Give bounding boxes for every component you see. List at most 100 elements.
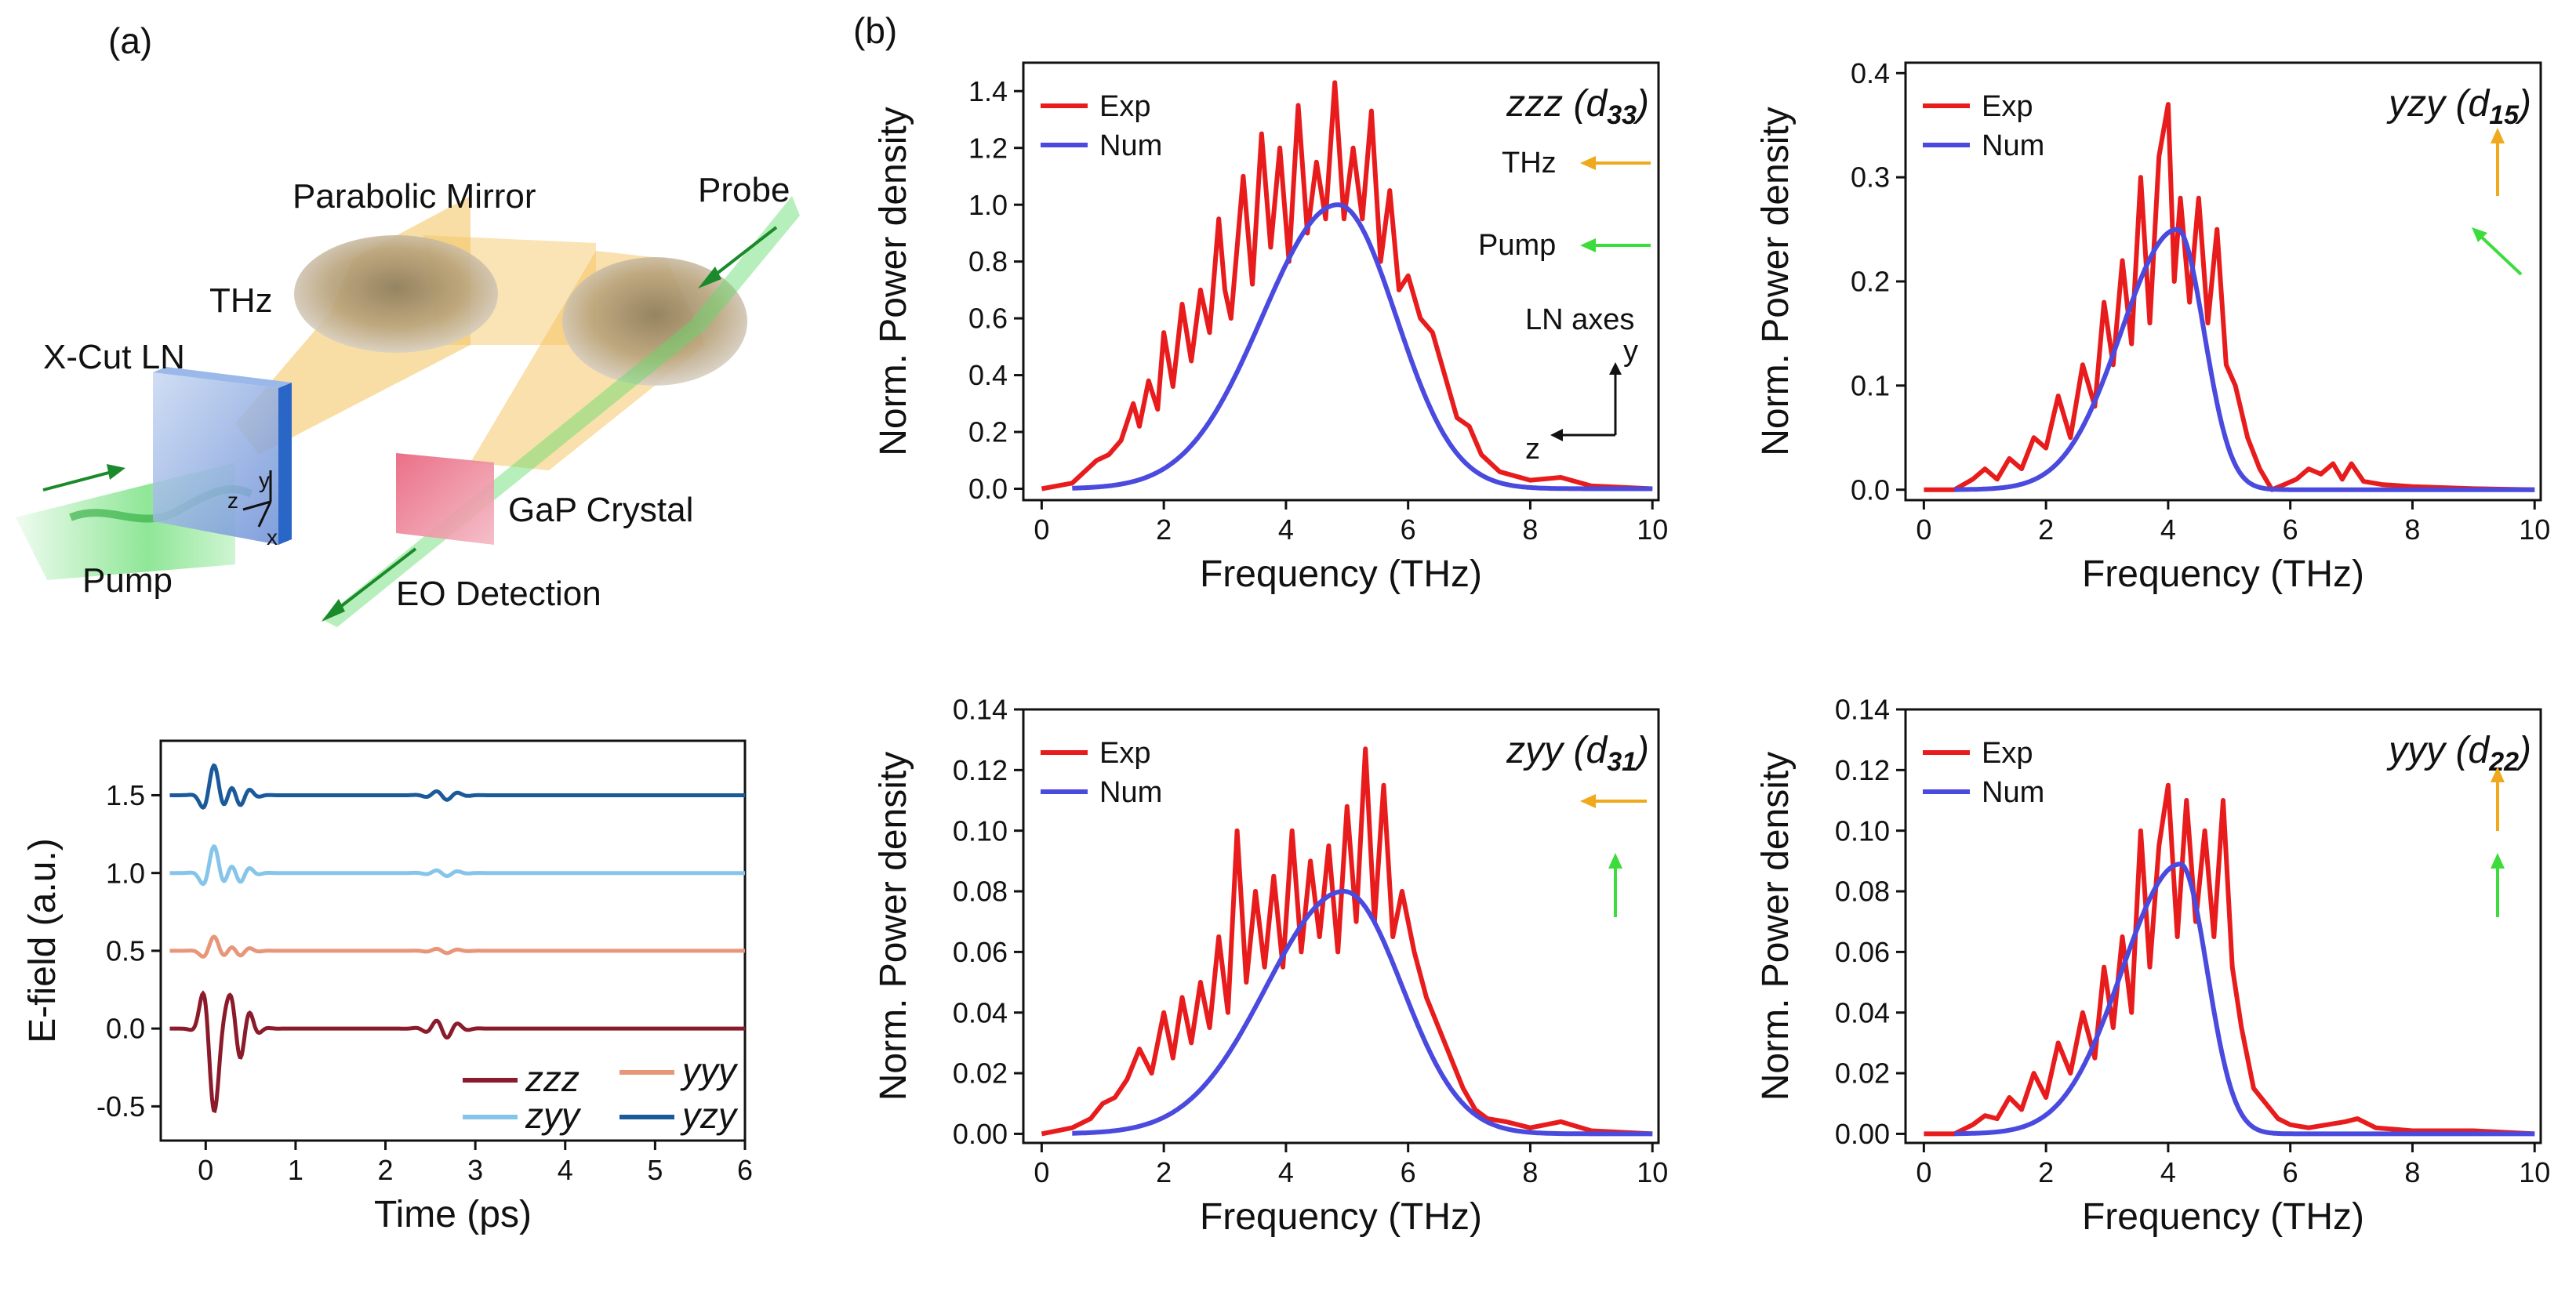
series-line-num bbox=[1072, 889, 1653, 1137]
y-tick-label: 1.5 bbox=[106, 779, 145, 811]
x-axis-label: Frequency (THz) bbox=[1200, 553, 1482, 595]
y-tick-label: 1.4 bbox=[968, 75, 1008, 107]
legend-label-num: Num bbox=[1982, 776, 2044, 809]
y-tick-label: 1.0 bbox=[968, 189, 1008, 221]
ln-axis-z-head bbox=[1550, 429, 1563, 441]
y-tick-label: 0.3 bbox=[1851, 161, 1890, 194]
legend-label-exp: Exp bbox=[1099, 737, 1150, 770]
legend-label-exp: Exp bbox=[1982, 90, 2033, 123]
plot-frame bbox=[1904, 708, 2542, 1144]
x-tick-label: 1 bbox=[288, 1154, 303, 1186]
x-tick-label: 6 bbox=[2283, 513, 2298, 546]
chart-title: yzy (d15) bbox=[2386, 83, 2531, 130]
x-tick-label: 6 bbox=[1401, 1156, 1416, 1188]
chart-time-domain: 0 1 2 3 4 5 6 -0.5 0.0 0.5 1.0 1.5 Time (ps) E-field … bbox=[22, 739, 753, 1235]
series-line-yzy bbox=[169, 763, 745, 810]
x-tick-label: 6 bbox=[2283, 1156, 2298, 1188]
overlay-yyy bbox=[2491, 767, 2505, 917]
eo-arrow bbox=[328, 547, 417, 617]
x-tick-label: 3 bbox=[467, 1154, 483, 1186]
x-tick-label: 2 bbox=[1156, 513, 1172, 546]
series-line-zyy bbox=[169, 843, 745, 887]
y-tick-label: 0.08 bbox=[1835, 876, 1890, 908]
x-tick-label: 4 bbox=[2160, 513, 2176, 546]
legend-label-num: Num bbox=[1099, 776, 1162, 809]
chart-title-d: d bbox=[2468, 730, 2490, 771]
x-tick-label: 10 bbox=[2519, 1156, 2550, 1188]
y-tick-label: 0.06 bbox=[953, 936, 1008, 968]
eo-arrowhead bbox=[322, 599, 345, 622]
y-tick-label: 0.02 bbox=[953, 1057, 1008, 1090]
thz-arrowhead bbox=[1580, 156, 1596, 170]
chart-title-close: ) bbox=[1633, 730, 1649, 771]
y-axis-label: E-field (a.u.) bbox=[22, 838, 64, 1043]
overlay-thz-label: THz bbox=[1502, 147, 1557, 180]
y-tick-label: 0.04 bbox=[953, 996, 1008, 1028]
y-tick-label: 0.14 bbox=[953, 694, 1008, 726]
x-tick-label: 5 bbox=[647, 1154, 663, 1186]
x-tick-label: 4 bbox=[1278, 1156, 1294, 1188]
series-line-num bbox=[1072, 202, 1653, 492]
zyy-pump-arrowhead bbox=[1608, 853, 1622, 869]
probe-arrowhead bbox=[698, 267, 721, 288]
overlay-ln-axes-label: LN axes bbox=[1525, 303, 1634, 336]
y-tick-label: 0.4 bbox=[968, 359, 1008, 391]
x-cut-ln-crystal-top bbox=[153, 367, 292, 388]
y-tick-label: 0.5 bbox=[106, 934, 145, 967]
y-tick-label: 0.2 bbox=[1851, 266, 1890, 298]
label-eo-detection: EO Detection bbox=[396, 575, 601, 613]
chart-title-sub: 15 bbox=[2489, 100, 2520, 130]
crystal-axis-y-label: y bbox=[259, 468, 270, 492]
legend-label-yyy: yyy bbox=[680, 1050, 739, 1091]
parabolic-mirror-2 bbox=[562, 257, 747, 386]
yyy-thz-arrowhead bbox=[2491, 767, 2505, 782]
chart-title-main: zzz bbox=[1506, 83, 1563, 125]
x-tick-label: 6 bbox=[737, 1154, 753, 1186]
chart-title: zzz (d33) bbox=[1506, 83, 1649, 130]
x-axis-label: Time (ps) bbox=[374, 1194, 532, 1235]
y-axis-label: Norm. Power density bbox=[1755, 752, 1797, 1101]
chart-title-main: yyy bbox=[2386, 730, 2447, 771]
y-tick-label: 0.12 bbox=[953, 754, 1008, 786]
legend-label-num: Num bbox=[1099, 129, 1162, 162]
chart-title-close: ) bbox=[2515, 730, 2531, 771]
chart-title-close: ) bbox=[2515, 83, 2531, 125]
x-tick-label: 8 bbox=[2404, 513, 2420, 546]
ln-axis-y-head bbox=[1609, 362, 1622, 375]
x-tick-label: 10 bbox=[1637, 1156, 1668, 1188]
x-tick-label: 8 bbox=[1522, 513, 1538, 546]
label-pump: Pump bbox=[82, 561, 173, 600]
y-tick-label: 0.12 bbox=[1835, 754, 1890, 786]
y-axis-label: Norm. Power density bbox=[1755, 107, 1797, 455]
y-tick-label: 0.10 bbox=[1835, 814, 1890, 847]
overlay-zyy bbox=[1580, 794, 1647, 917]
plot-frame bbox=[159, 739, 747, 1142]
chart-title-main: yzy bbox=[2386, 83, 2447, 125]
gap-crystal bbox=[396, 453, 494, 545]
x-tick-label: 0 bbox=[1916, 1156, 1931, 1188]
y-tick-label: 0.1 bbox=[1851, 369, 1890, 401]
y-tick-label: 0.06 bbox=[1835, 936, 1890, 968]
x-tick-label: 0 bbox=[1034, 1156, 1049, 1188]
chart-zyy-spectrum: 0 2 4 6 8 10 0.00 0.02 0.04 0.06 0.08 0.10 0.12 0.14 F… bbox=[873, 694, 1668, 1238]
label-gap-crystal: GaP Crystal bbox=[508, 491, 693, 529]
legend-label-zzz: zzz bbox=[525, 1058, 580, 1099]
label-parabolic-mirror: Parabolic Mirror bbox=[292, 177, 536, 216]
chart-title: zyy (d31) bbox=[1506, 730, 1649, 777]
y-tick-label: 0.0 bbox=[1851, 473, 1890, 506]
yzy-thz-arrowhead bbox=[2491, 128, 2505, 143]
plot-frame bbox=[1022, 708, 1660, 1144]
y-tick-label: -0.5 bbox=[96, 1090, 145, 1123]
x-cut-ln-crystal-edge bbox=[278, 383, 292, 545]
parabolic-mirror-1 bbox=[294, 235, 498, 353]
x-tick-label: 0 bbox=[1034, 513, 1049, 546]
x-tick-label: 2 bbox=[1156, 1156, 1172, 1188]
chart-title-d: d bbox=[1586, 730, 1608, 771]
zyy-thz-arrowhead bbox=[1580, 794, 1596, 808]
y-tick-label: 1.2 bbox=[968, 132, 1008, 164]
crystal-axis-x-label: x bbox=[267, 525, 278, 550]
x-tick-label: 8 bbox=[1522, 1156, 1538, 1188]
x-tick-label: 2 bbox=[2038, 1156, 2054, 1188]
ln-axis-z-label: z bbox=[1525, 433, 1540, 466]
